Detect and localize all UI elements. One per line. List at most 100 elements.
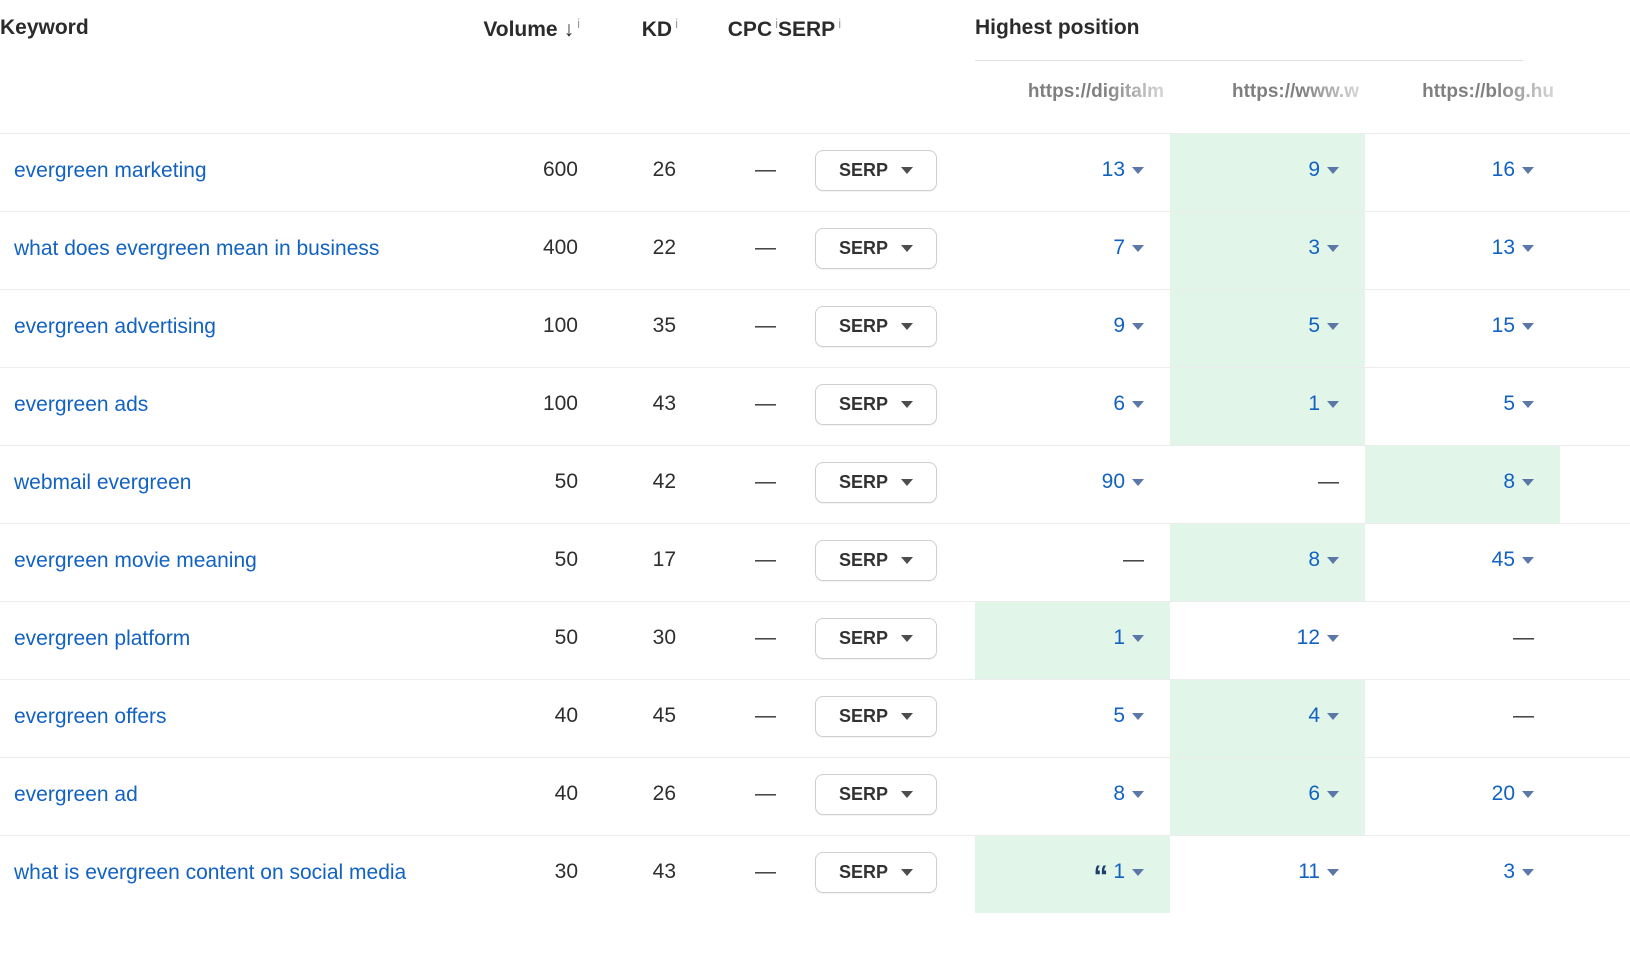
position-number: 1 [1113, 860, 1125, 883]
serp-button[interactable]: SERP [815, 150, 937, 191]
position-value[interactable]: 8 [1113, 782, 1144, 805]
position-empty: — [1513, 626, 1534, 649]
info-icon[interactable]: i [838, 16, 842, 31]
position-number: 90 [1101, 470, 1125, 493]
position-value[interactable]: 4 [1308, 704, 1339, 727]
position-value[interactable]: 15 [1492, 314, 1534, 337]
volume-value: 30 [554, 860, 578, 883]
spacer [1560, 133, 1630, 212]
column-header-site-3[interactable]: https://blog.hu [1365, 61, 1560, 134]
serp-button[interactable]: SERP [815, 384, 937, 425]
position-value[interactable]: 1 [1308, 392, 1339, 415]
column-header-site-2[interactable]: https://www.w [1170, 61, 1365, 134]
keyword-link[interactable]: evergreen ads [14, 393, 149, 416]
position-value[interactable]: 11 [1298, 860, 1339, 883]
site-3-url: https://blog.hu [1422, 81, 1554, 102]
position-value[interactable]: “1 [1093, 860, 1144, 892]
position-value[interactable]: 1 [1113, 626, 1144, 649]
position-empty: — [1513, 704, 1534, 727]
position-value[interactable]: 45 [1492, 548, 1534, 571]
serp-button[interactable]: SERP [815, 540, 937, 581]
serp-button-label: SERP [838, 628, 889, 648]
info-icon[interactable]: i [577, 16, 580, 31]
chevron-down-icon [901, 557, 914, 564]
kd-value: 26 [652, 158, 676, 181]
kd-value: 30 [652, 626, 676, 649]
column-group-highest-position: Highest position [975, 0, 1630, 61]
highest-position-label: Highest position [975, 16, 1140, 39]
table-row: evergreen ad 40 26 — SERP 8 6 20 [0, 757, 1630, 836]
serp-button[interactable]: SERP [815, 852, 937, 893]
position-value[interactable]: 6 [1113, 392, 1144, 415]
position-value[interactable]: 7 [1113, 236, 1144, 259]
chevron-down-icon [901, 245, 914, 252]
column-header-serp[interactable]: SERP i [778, 0, 975, 61]
keyword-link[interactable]: evergreen ad [14, 783, 138, 806]
info-icon[interactable]: i [675, 16, 678, 31]
kd-header-label: KD [641, 18, 673, 41]
chevron-down-icon [1132, 713, 1144, 720]
column-header-volume[interactable]: Volume ↓ i [450, 0, 580, 61]
position-value[interactable]: 90 [1102, 470, 1144, 493]
column-header-cpc[interactable]: CPC i [678, 0, 778, 61]
chevron-down-icon [1132, 245, 1144, 252]
chevron-down-icon [901, 869, 914, 876]
cpc-value: — [755, 158, 776, 181]
serp-button[interactable]: SERP [815, 618, 937, 659]
table-row: evergreen advertising 100 35 — SERP 9 5 … [0, 289, 1630, 368]
kd-value: 42 [652, 470, 676, 493]
chevron-down-icon [901, 479, 914, 486]
column-header-kd[interactable]: KD i [580, 0, 678, 61]
chevron-down-icon [1327, 791, 1339, 798]
position-value[interactable]: 5 [1113, 704, 1144, 727]
cpc-value: — [755, 860, 776, 883]
column-header-site-1[interactable]: https://digitalm [975, 61, 1170, 134]
position-value[interactable]: 9 [1308, 158, 1339, 181]
serp-header-label: SERP [778, 18, 836, 41]
position-value[interactable]: 13 [1102, 158, 1144, 181]
keyword-link[interactable]: what is evergreen content on social medi… [14, 861, 407, 884]
position-value[interactable]: 13 [1492, 236, 1534, 259]
keyword-link[interactable]: evergreen movie meaning [14, 549, 257, 572]
position-number: 8 [1503, 470, 1515, 493]
volume-header-label: Volume [483, 18, 558, 41]
serp-button[interactable]: SERP [815, 228, 937, 269]
position-value[interactable]: 3 [1308, 236, 1339, 259]
position-value[interactable]: 20 [1492, 782, 1534, 805]
chevron-down-icon [1327, 557, 1339, 564]
position-number: 8 [1113, 782, 1125, 805]
spacer [1560, 211, 1630, 290]
info-icon[interactable]: i [775, 16, 778, 31]
keyword-link[interactable]: what does evergreen mean in business [14, 237, 380, 260]
serp-button-label: SERP [838, 160, 889, 180]
cpc-value: — [755, 392, 776, 415]
position-value[interactable]: 5 [1308, 314, 1339, 337]
serp-button-label: SERP [838, 550, 889, 570]
site-2-url: https://www.w [1231, 81, 1359, 102]
position-empty: — [1318, 470, 1339, 493]
cpc-value: — [755, 236, 776, 259]
table-row: evergreen ads 100 43 — SERP 6 1 5 [0, 367, 1630, 446]
keyword-link[interactable]: evergreen marketing [14, 159, 207, 182]
serp-button[interactable]: SERP [815, 462, 937, 503]
serp-button[interactable]: SERP [815, 306, 937, 347]
position-value[interactable]: 12 [1297, 626, 1339, 649]
keyword-link[interactable]: evergreen platform [14, 627, 191, 650]
serp-button[interactable]: SERP [815, 774, 937, 815]
position-value[interactable]: 9 [1113, 314, 1144, 337]
position-value[interactable]: 5 [1503, 392, 1534, 415]
keyword-link[interactable]: evergreen advertising [14, 315, 216, 338]
position-value[interactable]: 3 [1503, 860, 1534, 883]
column-header-keyword[interactable]: Keyword [0, 0, 450, 61]
position-value[interactable]: 6 [1308, 782, 1339, 805]
serp-button[interactable]: SERP [815, 696, 937, 737]
position-number: 1 [1113, 626, 1125, 649]
position-number: 7 [1113, 236, 1125, 259]
position-value[interactable]: 16 [1492, 158, 1534, 181]
keyword-link[interactable]: evergreen offers [14, 705, 167, 728]
kd-value: 35 [652, 314, 676, 337]
keyword-link[interactable]: webmail evergreen [14, 471, 192, 494]
position-value[interactable]: 8 [1503, 470, 1534, 493]
position-value[interactable]: 8 [1308, 548, 1339, 571]
volume-value: 40 [554, 782, 578, 805]
